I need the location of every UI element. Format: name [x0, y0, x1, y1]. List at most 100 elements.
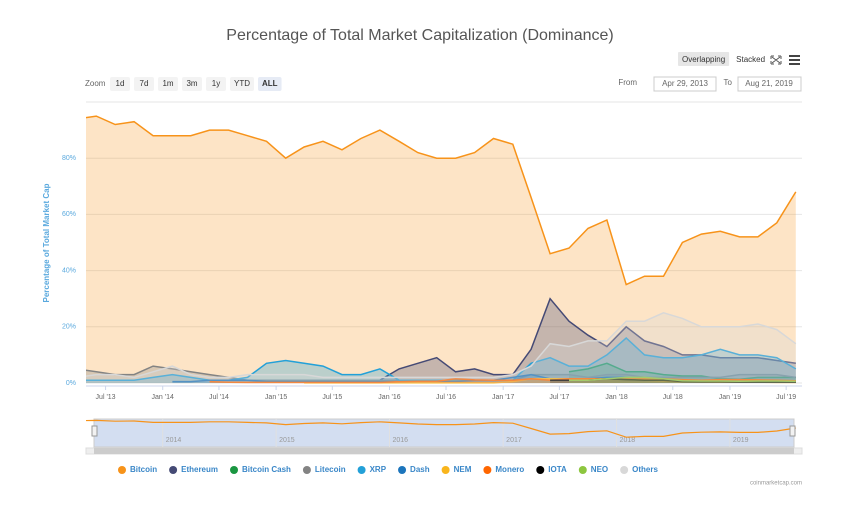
- range-from-label: From: [618, 78, 637, 87]
- legend-item[interactable]: NEM: [441, 465, 472, 474]
- navigator-handle[interactable]: [91, 425, 98, 437]
- x-tick-label: Jul '13: [96, 394, 116, 401]
- x-tick-label: Jul '19: [776, 394, 796, 401]
- legend-marker[interactable]: [536, 466, 545, 474]
- series-area: [86, 312, 796, 383]
- zoom-button-label[interactable]: 7d: [140, 79, 149, 88]
- legend-marker[interactable]: [483, 466, 492, 474]
- range-to-input[interactable]: [737, 76, 802, 92]
- zoom-button[interactable]: 1m: [158, 77, 178, 91]
- legend-item[interactable]: NEO: [578, 465, 608, 474]
- y-axis-title: Percentage of Total Market Cap: [42, 183, 51, 302]
- zoom-button[interactable]: 3m: [182, 77, 202, 91]
- legend-item[interactable]: Litecoin: [302, 465, 346, 474]
- series-line: [86, 336, 797, 381]
- x-tick-label: Jan '14: [152, 394, 174, 401]
- y-tick-label: 0%: [66, 380, 76, 387]
- scrollbar-thumb[interactable]: [94, 448, 794, 454]
- zoom-button-bg[interactable]: [158, 77, 178, 91]
- legend-label[interactable]: NEM: [454, 465, 472, 474]
- zoom-button-bg[interactable]: [134, 77, 154, 91]
- legend-label[interactable]: Bitcoin: [130, 465, 157, 474]
- zoom-button-bg[interactable]: [230, 77, 254, 91]
- x-tick-label: Jul '16: [436, 394, 456, 401]
- zoom-button[interactable]: YTD: [230, 77, 254, 91]
- legend-marker[interactable]: [118, 466, 126, 474]
- legend-label[interactable]: NEO: [591, 465, 608, 474]
- legend-marker[interactable]: [302, 466, 311, 474]
- x-tick-label: Jan '19: [719, 394, 741, 401]
- zoom-button[interactable]: 1y: [206, 77, 226, 91]
- navigator-label: 2017: [506, 437, 522, 444]
- credit: coinmarketcap.com: [750, 481, 802, 487]
- zoom-button-label[interactable]: YTD: [234, 79, 250, 88]
- series-line: [569, 376, 796, 383]
- zoom-button-label[interactable]: 3m: [186, 79, 197, 88]
- series-line: [568, 362, 796, 381]
- legend-marker[interactable]: [578, 466, 587, 474]
- x-tick-label: Jan '16: [378, 394, 400, 401]
- legend-item[interactable]: IOTA: [536, 465, 567, 474]
- navigator-mask: [93, 418, 795, 448]
- legend-label[interactable]: Others: [632, 465, 658, 474]
- zoom-button-bg[interactable]: [110, 77, 130, 91]
- mode-button-label[interactable]: Stacked: [736, 55, 765, 64]
- series-line: [86, 312, 797, 379]
- legend-marker[interactable]: [620, 466, 629, 474]
- zoom-button-bg[interactable]: [182, 77, 202, 91]
- navigator-label: 2016: [392, 437, 408, 444]
- legend-label[interactable]: Monero: [495, 465, 524, 474]
- mode-button[interactable]: Overlapping: [678, 52, 730, 66]
- zoom-button[interactable]: 1d: [110, 77, 130, 91]
- legend-marker[interactable]: [169, 466, 178, 474]
- zoom-button[interactable]: 7d: [134, 77, 154, 91]
- zoom-button-label[interactable]: 1y: [212, 79, 220, 88]
- legend-label[interactable]: Bitcoin Cash: [242, 465, 291, 474]
- legend-label[interactable]: Litecoin: [315, 465, 346, 474]
- series-line: [209, 378, 796, 384]
- series-line: [341, 297, 796, 383]
- y-tick-label: 20%: [62, 324, 76, 331]
- chart-title: Percentage of Total Market Capitalizatio…: [226, 27, 613, 44]
- legend-label[interactable]: XRP: [370, 465, 387, 474]
- legend-item[interactable]: Others: [620, 465, 658, 474]
- mode-button-bg[interactable]: [678, 52, 730, 66]
- zoom-button-bg[interactable]: [206, 77, 226, 91]
- legend-marker[interactable]: [230, 466, 239, 474]
- x-tick-label: Jan '17: [492, 394, 514, 401]
- zoom-button-label[interactable]: ALL: [262, 79, 278, 88]
- x-tick-label: Jul '15: [322, 394, 342, 401]
- legend-item[interactable]: Monero: [483, 465, 524, 474]
- navigator-label: 2014: [166, 437, 182, 444]
- x-tick-label: Jul '18: [663, 394, 683, 401]
- zoom-button-bg[interactable]: [258, 77, 282, 91]
- x-tick-label: Jul '14: [209, 394, 229, 401]
- legend-label[interactable]: Ethereum: [181, 465, 218, 474]
- legend-item[interactable]: XRP: [357, 465, 387, 474]
- legend-marker[interactable]: [357, 466, 366, 474]
- legend-item[interactable]: Bitcoin Cash: [230, 465, 291, 474]
- legend-label[interactable]: Dash: [410, 465, 430, 474]
- zoom-button-label[interactable]: 1d: [116, 79, 125, 88]
- legend-item[interactable]: Dash: [398, 465, 430, 474]
- toolbar-icons[interactable]: [770, 55, 800, 65]
- legend-item[interactable]: Bitcoin: [118, 465, 157, 474]
- series-area: [172, 374, 796, 383]
- legend-marker[interactable]: [441, 466, 450, 474]
- mode-button-label[interactable]: Overlapping: [682, 55, 725, 64]
- series-area: [342, 298, 796, 383]
- plot-area: [86, 115, 797, 384]
- navigator: 2014 2015 2016 2017 2018 2019: [86, 419, 796, 447]
- y-tick-label: 40%: [62, 267, 76, 274]
- zoom-button-label[interactable]: 1m: [162, 79, 173, 88]
- legend-item[interactable]: Ethereum: [169, 465, 218, 474]
- navigator-handle[interactable]: [789, 425, 796, 437]
- range-to-value: Aug 21, 2019: [745, 79, 793, 88]
- navigator-label: 2018: [620, 437, 636, 444]
- legend-label[interactable]: IOTA: [548, 465, 567, 474]
- navigator-line: [86, 419, 796, 438]
- mode-button[interactable]: Stacked: [732, 52, 769, 66]
- range-from-input[interactable]: [653, 76, 717, 92]
- zoom-button[interactable]: ALL: [258, 77, 282, 91]
- legend-marker[interactable]: [398, 466, 407, 474]
